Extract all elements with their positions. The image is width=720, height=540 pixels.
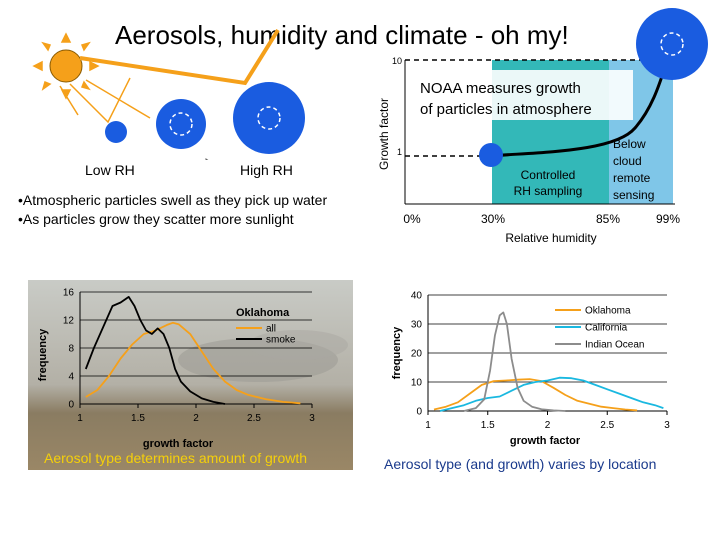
caption-2: Aerosol type (and growth) varies by loca… [384,456,657,472]
series [433,311,664,412]
c1-series-smoke [84,295,226,405]
xtick-99: 99% [656,212,680,226]
ticks: 0 10 20 30 40 1 1.5 2 2.5 3 [411,291,670,432]
c2-series-oklahoma [433,378,638,412]
xtick-0: 0% [403,212,421,226]
ticks: 0 4 8 12 16 1 1.5 2 2.5 3 [63,288,315,425]
growth-factor-panel: Growth factor 10 1 0% 30% 85% 99% Relati… [377,8,708,245]
chart-location: 0 10 20 30 40 1 1.5 2 2.5 3 growth factor frequen… [391,291,670,448]
c2-xlabel: growth factor [510,435,581,447]
c1-ytick-label: 12 [63,316,75,327]
c1-ytick-label: 4 [68,372,74,383]
particle-at-99 [636,8,708,80]
series [84,295,301,405]
c2-series-california [439,376,664,412]
particle-at-30 [479,143,503,167]
scatter-arrows-thin [59,77,151,124]
c2-xtick-label: 1 [425,420,431,431]
c2-ytick-label: 40 [411,291,423,302]
c1-xlabel: growth factor [143,438,214,450]
c2-xtick-label: 2.5 [600,420,614,431]
xtick-30: 30% [481,212,505,226]
c2-xtick-label: 3 [664,420,670,431]
growth-xlabel: Relative humidity [505,231,596,245]
caption-1: Aerosol type determines amount of growth [44,450,308,466]
noaa-line-1: NOAA measures growth [420,80,581,97]
c2-ytick-label: 10 [411,378,423,389]
c1-xtick-label: 1.5 [131,413,145,424]
low-rh-label: Low RH [85,162,135,178]
c1-ytick-label: 0 [68,400,74,411]
c1-legend-label: smoke [266,335,296,346]
c1-ytick-label: 8 [68,344,74,355]
c2-xtick-label: 2 [545,420,551,431]
c2-legend-label: Oklahoma [585,306,631,317]
c2-ylabel: frequency [391,326,403,379]
ytick-10: 10 [392,56,402,66]
particle-large [233,82,305,154]
c2-legend-label: California [585,323,628,334]
below-cloud-3: remote [613,171,651,185]
scatter-arrow-thick [79,28,280,86]
controlled-label-2: RH sampling [514,184,583,198]
legend: Oklahoma California Indian Ocean [555,306,645,351]
high-rh-label: High RH [240,162,293,178]
growth-ylabel: Growth factor [377,98,391,170]
below-cloud-4: sensing [613,188,654,202]
c2-ytick-label: 30 [411,320,423,331]
c2-ytick-label: 0 [416,407,422,418]
c1-xtick-label: 3 [309,413,315,424]
ytick-1: 1 [397,147,402,157]
c2-ytick-label: 20 [411,349,423,360]
c1-ylabel: frequency [37,328,49,381]
c2-xtick-label: 1.5 [481,420,495,431]
bullet-1: •Atmospheric particles swell as they pic… [18,192,328,208]
sun-icon [32,32,100,100]
noaa-line-2: of particles in atmosphere [420,101,592,118]
xtick-85: 85% [596,212,620,226]
controlled-label-1: Controlled [521,168,576,182]
below-cloud-2: cloud [613,154,642,168]
rh-illustration [32,28,305,160]
rh-increase-arrow [205,158,209,160]
c1-xtick-label: 2 [193,413,199,424]
c1-legend-label: all [266,324,276,335]
growth-curve [489,57,670,158]
c1-ytick-label: 16 [63,288,75,299]
c1-xtick-label: 2.5 [247,413,261,424]
bullet-2: •As particles grow they scatter more sun… [18,211,294,227]
grid [428,294,667,383]
c2-series-indian-ocean [463,311,566,412]
c2-legend-label: Indian Ocean [585,340,645,351]
c1-series-all [85,321,301,405]
c1-xtick-label: 1 [77,413,83,424]
grid [80,291,312,377]
slide-title: Aerosols, humidity and climate - oh my! [115,20,569,50]
below-cloud-1: Below [613,137,646,151]
particle-medium [156,99,206,149]
chart-oklahoma: 0 4 8 12 16 1 1.5 2 2.5 3 growth factor frequency… [28,280,353,470]
noaa-box [415,70,633,120]
particle-small [105,121,127,143]
c1-legend-title: Oklahoma [236,307,290,319]
